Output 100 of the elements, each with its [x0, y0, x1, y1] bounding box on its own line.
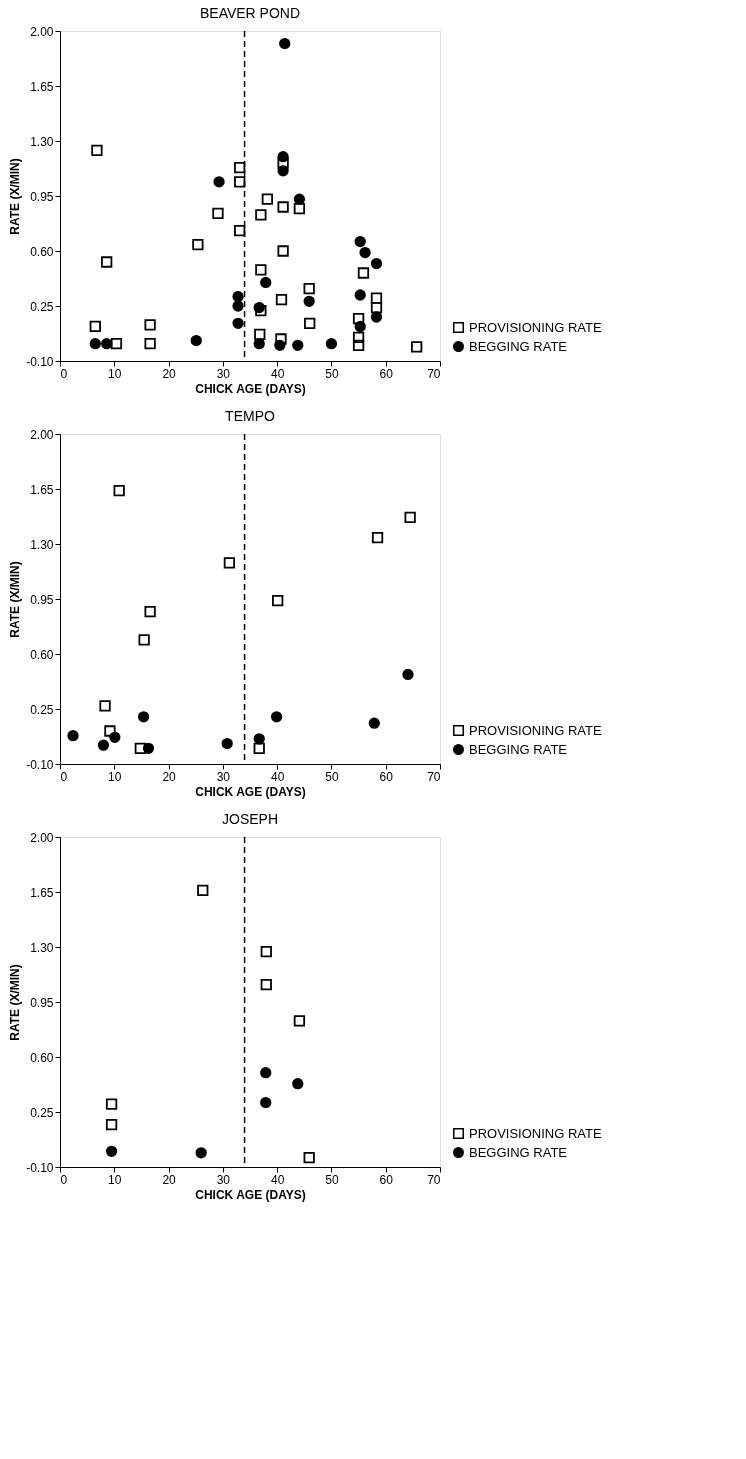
point	[292, 1078, 304, 1090]
y-tick-label: 1.30	[30, 537, 54, 552]
x-tick-label: 70	[427, 366, 441, 381]
point	[402, 668, 414, 681]
x-axis-title: CHICK AGE (DAYS)	[195, 1187, 306, 1202]
point	[255, 305, 267, 317]
point	[101, 256, 113, 268]
point	[293, 193, 306, 205]
point	[254, 328, 266, 340]
point	[195, 1147, 207, 1159]
x-tick-label: 60	[379, 366, 394, 381]
y-tick-label: 2.00	[30, 24, 54, 39]
chart-title: BEAVER POND	[199, 5, 301, 21]
y-tick-label: 1.65	[30, 79, 54, 94]
point	[138, 634, 150, 646]
x-tick-label: 30	[216, 366, 231, 381]
point	[354, 320, 366, 333]
x-tick-label: 20	[162, 1172, 177, 1187]
x-tick-label: 70	[427, 769, 441, 784]
point	[142, 742, 155, 754]
point	[303, 283, 315, 295]
point	[234, 162, 246, 174]
legend-label: BEGGING RATE	[469, 741, 568, 757]
point	[370, 257, 383, 270]
point	[89, 338, 101, 350]
point	[197, 884, 209, 897]
x-tick-label: 40	[270, 769, 285, 784]
point	[232, 290, 244, 303]
point	[261, 193, 274, 205]
point	[110, 338, 123, 350]
y-tick-label: -0.10	[26, 1160, 54, 1175]
point	[303, 295, 315, 307]
point	[277, 165, 289, 177]
point	[137, 711, 150, 723]
x-tick-label: 0	[60, 366, 68, 381]
point	[223, 557, 236, 569]
point	[275, 333, 287, 345]
y-tick-label: 0.60	[30, 1050, 54, 1065]
point	[105, 1118, 118, 1131]
point	[144, 319, 156, 331]
point	[279, 37, 291, 50]
chart-title: TEMPO	[225, 408, 275, 424]
point	[213, 176, 225, 188]
point	[270, 711, 283, 723]
y-tick-label: 2.00	[30, 830, 54, 845]
point	[370, 301, 383, 314]
point	[97, 739, 110, 751]
point	[234, 176, 246, 188]
y-tick-label: 0.25	[30, 299, 54, 314]
y-tick-label: 0.25	[30, 1105, 54, 1120]
x-tick-label: 10	[108, 1172, 122, 1187]
point	[255, 264, 267, 276]
point	[354, 289, 366, 301]
point	[99, 700, 111, 712]
x-tick-label: 50	[325, 366, 339, 381]
point	[304, 317, 316, 329]
y-tick-label: 1.30	[30, 134, 54, 149]
point	[275, 294, 288, 306]
point	[134, 742, 146, 754]
y-tick-label: 0.25	[30, 702, 54, 717]
x-tick-label: 30	[216, 769, 231, 784]
x-tick-label: 70	[427, 1172, 441, 1187]
x-tick-label: 10	[108, 769, 122, 784]
point	[234, 224, 246, 237]
point	[359, 246, 371, 259]
point	[357, 267, 370, 279]
point	[292, 339, 304, 351]
y-tick-label: 0.95	[30, 189, 54, 204]
y-tick-label: 0.95	[30, 592, 54, 607]
point	[274, 339, 286, 351]
y-axis-title: RATE (X/MIN)	[8, 964, 23, 1041]
y-axis-title: RATE (X/MIN)	[8, 561, 23, 638]
legend-label: PROVISIONING RATE	[469, 319, 602, 335]
x-tick-label: 40	[270, 366, 285, 381]
point	[232, 300, 244, 312]
point	[190, 334, 202, 347]
point	[370, 292, 383, 304]
y-tick-label: 0.95	[30, 995, 54, 1010]
chart-title: JOSEPH	[221, 811, 279, 827]
y-tick-label: -0.10	[26, 757, 54, 772]
point	[253, 742, 265, 754]
point	[105, 1098, 118, 1110]
point	[221, 737, 233, 750]
y-tick-label: 1.65	[30, 482, 54, 497]
point	[67, 730, 79, 742]
point	[253, 733, 265, 745]
x-axis-title: CHICK AGE (DAYS)	[195, 381, 306, 396]
point	[370, 311, 383, 323]
point	[105, 1145, 118, 1157]
point	[104, 725, 116, 737]
point	[404, 511, 416, 523]
point	[113, 484, 125, 497]
point	[354, 235, 366, 248]
x-tick-label: 20	[162, 366, 177, 381]
point	[101, 338, 113, 350]
point	[260, 979, 272, 991]
x-tick-label: 0	[60, 769, 68, 784]
point	[192, 239, 204, 251]
legend-label: BEGGING RATE	[469, 1144, 568, 1160]
y-axis-title: RATE (X/MIN)	[8, 158, 23, 235]
